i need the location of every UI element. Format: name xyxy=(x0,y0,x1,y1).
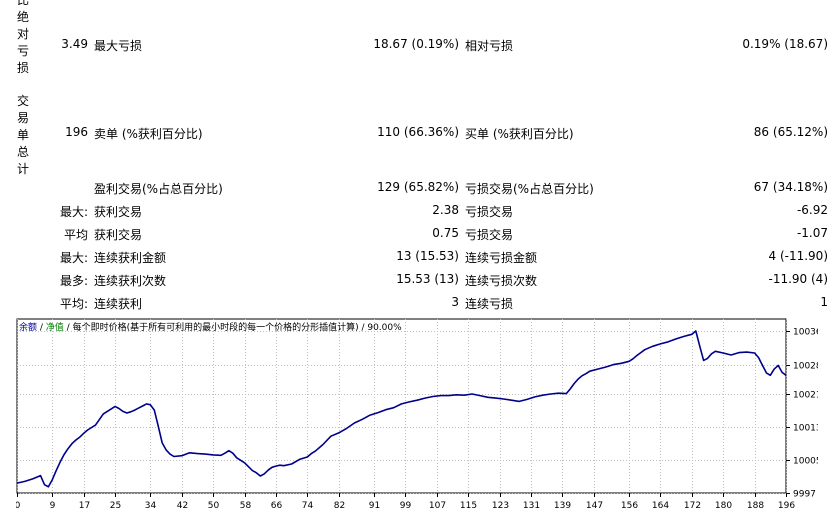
x-tick-label: 34 xyxy=(145,501,157,511)
short-positions-value: 110 (66.36%) xyxy=(377,125,459,139)
max-drawdown-label: 最大亏损 xyxy=(94,39,143,53)
row-label-a: 连续获利金额 xyxy=(94,251,167,265)
x-tick-label: 180 xyxy=(715,501,732,511)
x-tick-label: 42 xyxy=(177,501,188,511)
row-prefix: 最多: xyxy=(59,274,88,288)
balance-chart-svg: 0 9 17 25 34 42 50 58 66 74 82 91 99 107 115 123 131 139 1… xyxy=(16,318,818,511)
row-prefix: 最大: xyxy=(59,251,88,265)
legend-equity: 净值 xyxy=(45,323,64,333)
x-tick-label: 164 xyxy=(652,501,669,511)
loss-trades-label: 亏损交易(%占总百分比) xyxy=(465,182,594,196)
x-tick-label: 188 xyxy=(747,501,764,511)
top-fragment-label: 比 xyxy=(16,0,29,7)
row-label-a: 连续获利次数 xyxy=(94,274,167,288)
x-tick-label: 99 xyxy=(400,501,412,511)
x-tick-label: 0 xyxy=(16,501,21,511)
relative-drawdown-value: 0.19% (18.67) xyxy=(742,37,828,51)
row-value-b: -6.92 xyxy=(796,203,828,217)
row-label-b: 连续亏损金额 xyxy=(465,251,538,265)
y-tick-label: 9997 xyxy=(793,490,816,500)
loss-trades-value: 67 (34.18%) xyxy=(753,180,828,194)
drawdown-group-label: 绝对亏损 xyxy=(16,10,29,75)
y-tick-label: 10005 xyxy=(793,457,818,467)
chart-legend: 余额 / 净值 / 每个即时价格(基于所有可利用的最小时段的每一个价格的分形插值… xyxy=(19,320,402,333)
x-tick-label: 17 xyxy=(79,501,90,511)
y-tick-label: 10036 xyxy=(793,328,818,338)
row-value-b: 1 xyxy=(820,295,828,309)
plot-frame xyxy=(16,318,787,494)
x-tick-label: 50 xyxy=(208,501,220,511)
row-prefix: 最大: xyxy=(59,205,88,219)
x-tick-label: 107 xyxy=(429,501,446,511)
relative-drawdown-label: 相对亏损 xyxy=(465,39,514,53)
row-value-b: -11.90 (4) xyxy=(768,272,829,286)
legend-quality: 90.00% xyxy=(367,323,402,333)
x-tick-label: 91 xyxy=(369,501,380,511)
x-tick-label: 115 xyxy=(460,501,477,511)
row-value-a: 2.38 xyxy=(432,203,459,217)
x-tick-label: 123 xyxy=(492,501,509,511)
x-tick-label: 66 xyxy=(271,501,283,511)
legend-separator: / xyxy=(358,323,368,333)
x-tick-label: 147 xyxy=(586,501,603,511)
row-label-a: 连续获利 xyxy=(94,297,143,311)
x-tick-label: 131 xyxy=(523,501,540,511)
x-tick-label: 74 xyxy=(302,501,314,511)
y-tick-label: 10028 xyxy=(793,362,818,372)
legend-model: 每个即时价格(基于所有可利用的最小时段的每一个价格的分形插值计算) xyxy=(72,323,359,333)
profit-trades-value: 129 (65.82%) xyxy=(377,180,459,194)
row-label-a: 获利交易 xyxy=(94,228,143,242)
row-label-b: 连续亏损次数 xyxy=(465,274,538,288)
legend-separator: / xyxy=(63,323,73,333)
x-tick-label: 196 xyxy=(778,501,795,511)
x-tick-label: 172 xyxy=(684,501,701,511)
row-value-a: 13 (15.53) xyxy=(396,249,459,263)
profit-trades-label: 盈利交易(%占总百分比) xyxy=(94,182,223,196)
x-tick-label: 9 xyxy=(50,501,56,511)
short-positions-label: 卖单 (%获利百分比) xyxy=(94,127,203,141)
max-drawdown-value: 18.67 (0.19%) xyxy=(373,37,459,51)
row-prefix: 平均: xyxy=(59,297,88,311)
balance-line xyxy=(16,330,787,488)
x-tick-label: 82 xyxy=(334,501,345,511)
row-value-a: 3 xyxy=(451,295,459,309)
row-label-b: 连续亏损 xyxy=(465,297,514,311)
long-positions-value: 86 (65.12%) xyxy=(753,125,828,139)
x-tick-label: 156 xyxy=(621,501,638,511)
row-label-b: 亏损交易 xyxy=(465,205,514,219)
row-value-a: 0.75 xyxy=(432,226,459,240)
x-tick-label: 139 xyxy=(554,501,571,511)
x-tick-label: 58 xyxy=(240,501,252,511)
y-tick-label: 10013 xyxy=(793,424,818,434)
total-trades-value: 196 xyxy=(65,125,88,139)
absolute-drawdown-value: 3.49 xyxy=(61,37,88,51)
balance-chart: 0 9 17 25 34 42 50 58 66 74 82 91 99 107 115 123 131 139 1… xyxy=(16,318,818,513)
legend-balance: 余额 xyxy=(19,323,38,333)
trades-group-label: 交易单总计 xyxy=(16,94,29,176)
row-value-b: 4 (-11.90) xyxy=(768,249,829,263)
row-value-b: -1.07 xyxy=(796,226,828,240)
row-label-b: 亏损交易 xyxy=(465,228,514,242)
row-value-a: 15.53 (13) xyxy=(396,272,459,286)
row-label-a: 获利交易 xyxy=(94,205,143,219)
long-positions-label: 买单 (%获利百分比) xyxy=(465,127,574,141)
legend-separator: / xyxy=(37,323,46,333)
x-tick-label: 25 xyxy=(110,501,121,511)
row-prefix: 平均 xyxy=(63,228,88,242)
